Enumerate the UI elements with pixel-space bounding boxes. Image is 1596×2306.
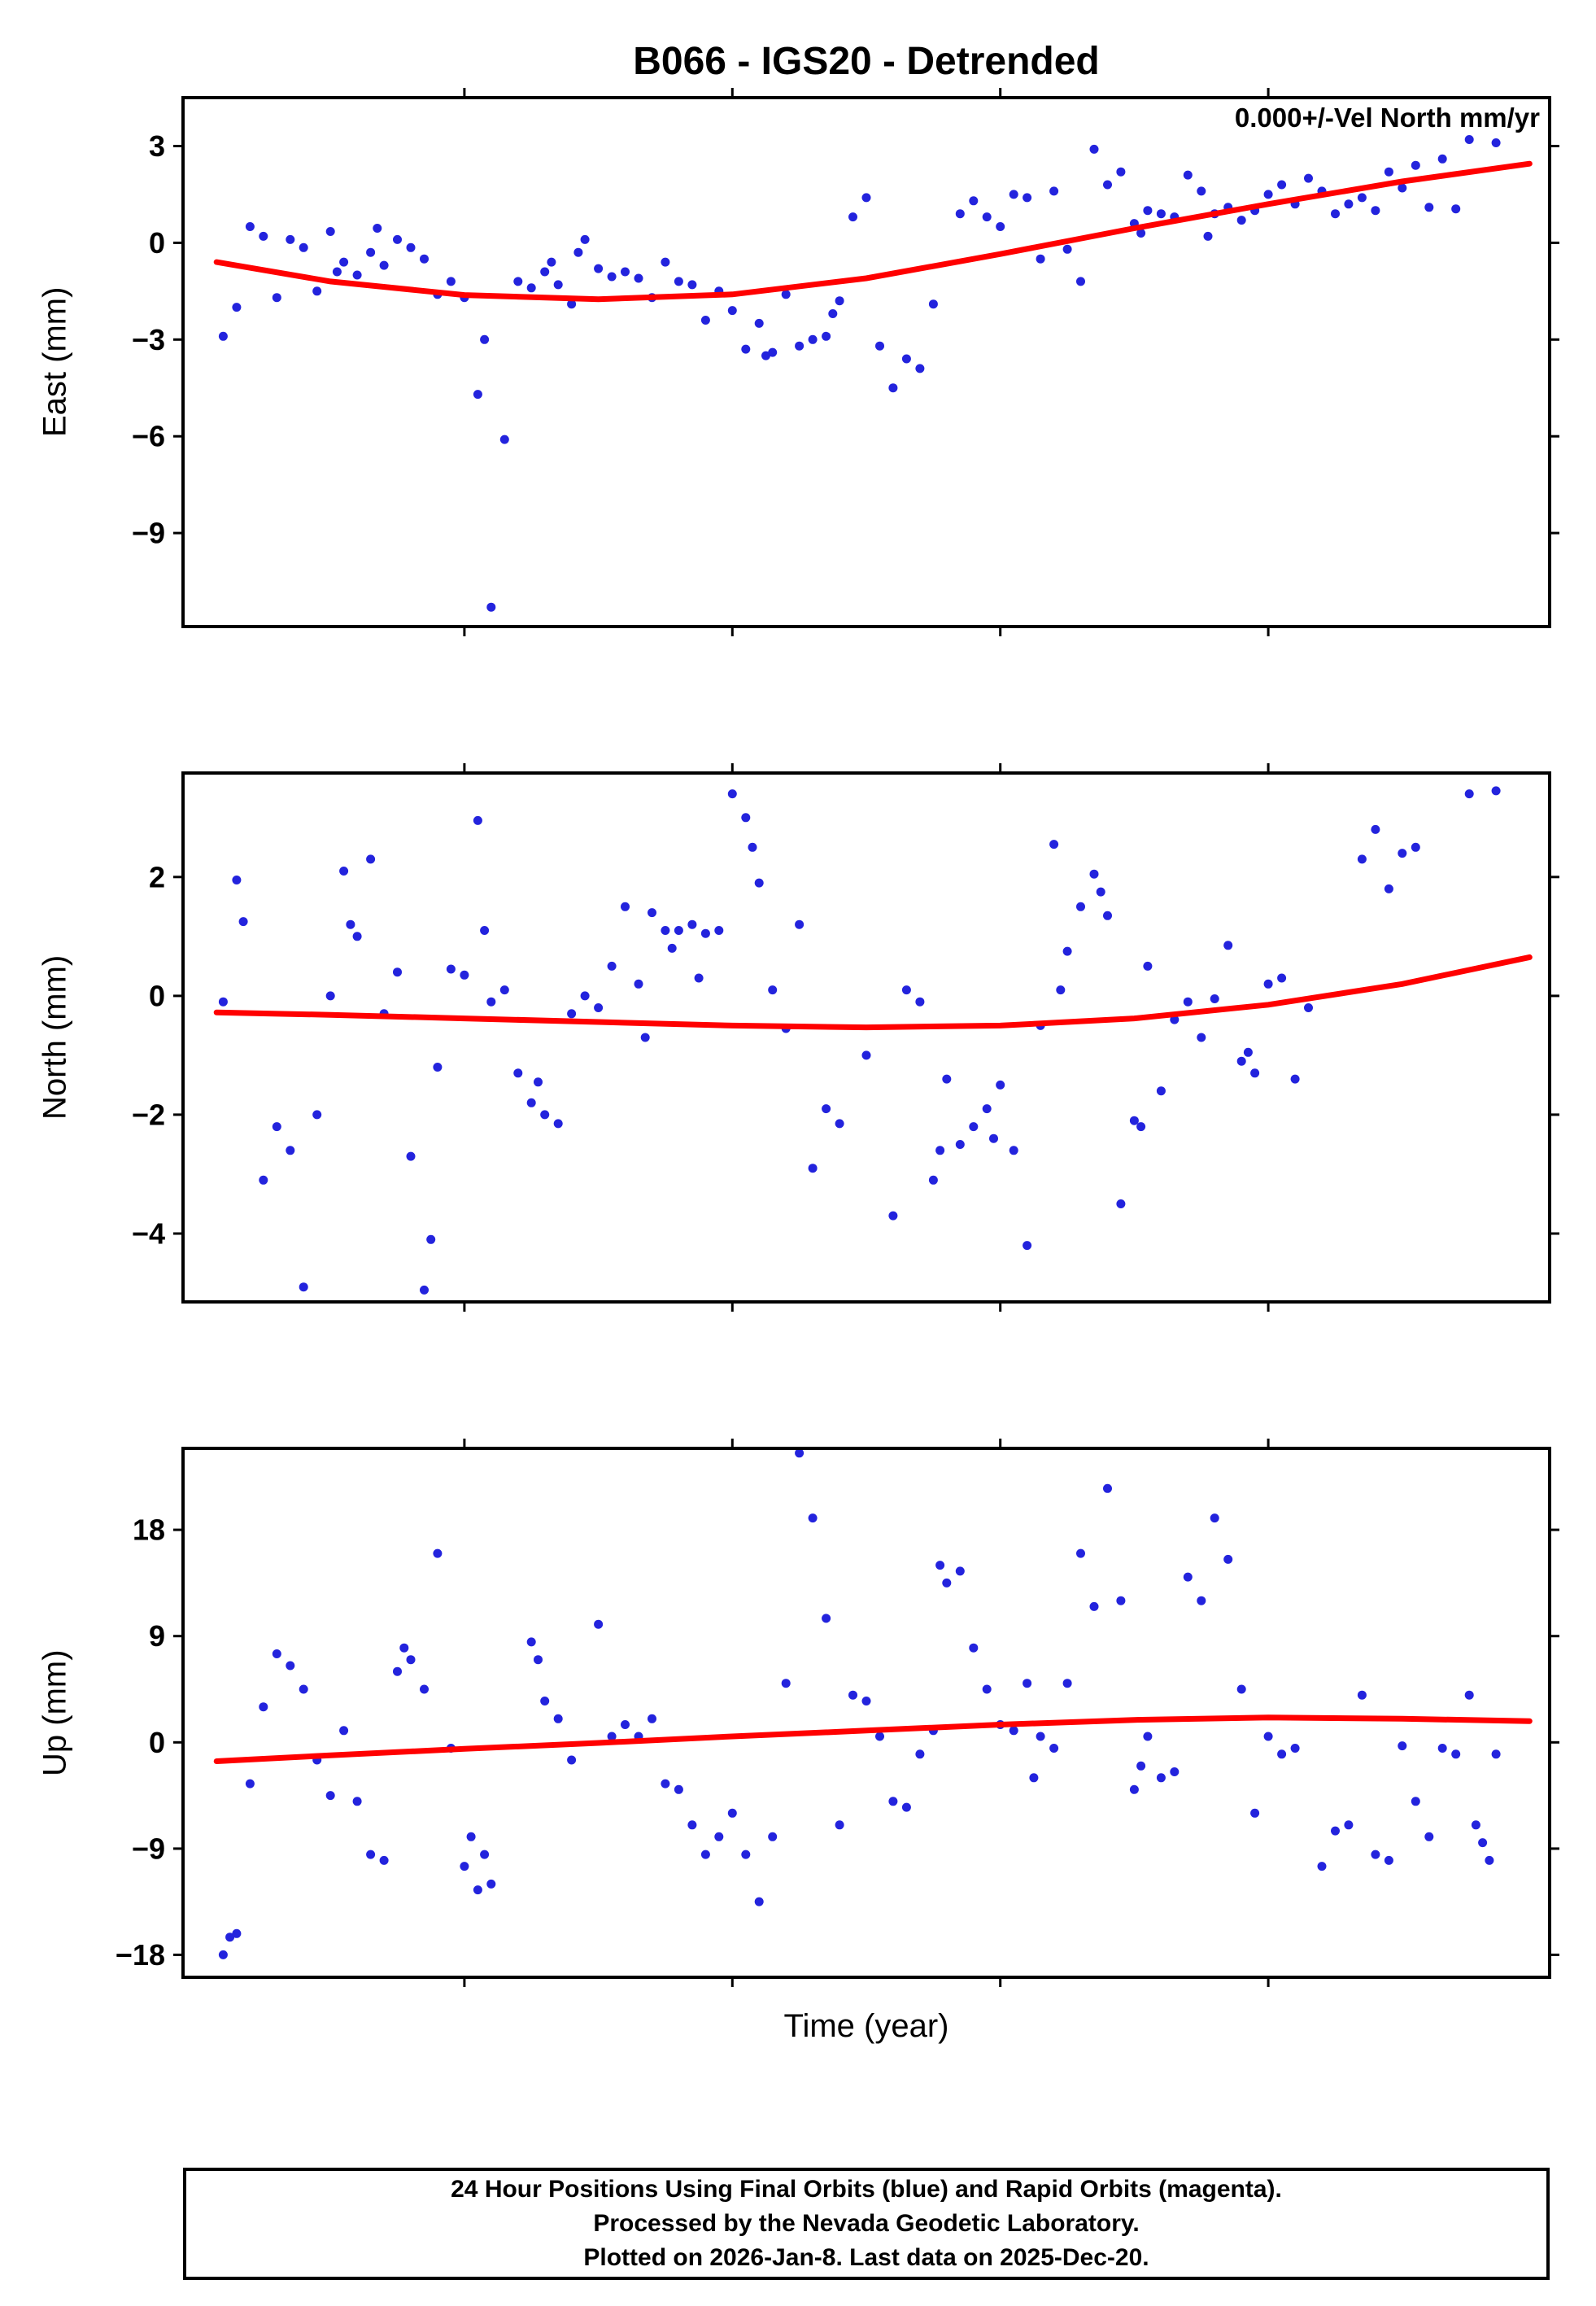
svg-text:18: 18 <box>133 1513 165 1547</box>
north-axis-label: North (mm) <box>37 954 73 1120</box>
footer-caption-box: 24 Hour Positions Using Final Orbits (bl… <box>183 2168 1550 2280</box>
footer-line-1: 24 Hour Positions Using Final Orbits (bl… <box>451 2176 1282 2203</box>
svg-text:−4: −4 <box>132 1217 165 1251</box>
page-title: B066 - IGS20 - Detrended <box>633 40 1100 83</box>
east-chart: 3 0 −3 −6 −9 <box>132 88 1559 636</box>
svg-text:−9: −9 <box>132 1832 165 1865</box>
north-chart: 2 0 −2 −4 <box>132 763 1559 1312</box>
svg-text:0: 0 <box>149 979 165 1012</box>
svg-text:−9: −9 <box>132 517 165 550</box>
svg-text:0: 0 <box>149 226 165 260</box>
svg-text:9: 9 <box>149 1619 165 1653</box>
svg-text:−2: −2 <box>132 1098 165 1131</box>
svg-text:3: 3 <box>149 129 165 163</box>
footer-line-3: Plotted on 2026-Jan-8. Last data on 2025… <box>583 2244 1149 2271</box>
east-axis-label: East (mm) <box>37 286 73 438</box>
svg-text:0: 0 <box>149 1726 165 1759</box>
svg-text:−18: −18 <box>116 1938 165 1972</box>
svg-text:−3: −3 <box>132 323 165 356</box>
velocity-annotation: 0.000+/-Vel North mm/yr <box>1234 103 1540 133</box>
svg-text:2: 2 <box>149 860 165 893</box>
up-chart: 18 9 0 −9 −18 <box>116 1439 1559 1987</box>
time-axis-label: Time (year) <box>783 2008 949 2044</box>
footer-line-2: Processed by the Nevada Geodetic Laborat… <box>593 2210 1140 2237</box>
up-axis-label: Up (mm) <box>37 1649 73 1776</box>
svg-text:−6: −6 <box>132 420 165 453</box>
